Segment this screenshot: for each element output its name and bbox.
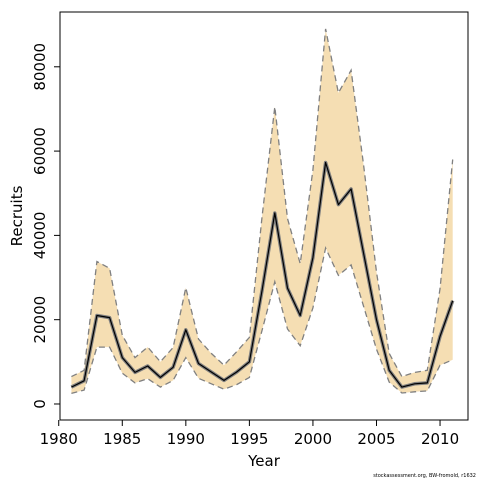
x-tick-label: 1980: [40, 430, 78, 448]
x-tick-label: 2000: [294, 430, 332, 448]
median-line: [71, 161, 454, 388]
y-tick-label: 80000: [31, 43, 49, 91]
credit-text: stockassessment.org, BW-fromold, r1632: [373, 473, 476, 479]
upper-bound-line: [71, 28, 454, 378]
x-tick-label: 1995: [230, 430, 268, 448]
y-axis: 0 20000 40000 60000 80000: [31, 43, 60, 409]
x-tick-label: 2005: [357, 430, 395, 448]
y-tick-label: 60000: [31, 127, 49, 175]
y-axis-title: Recruits: [8, 185, 26, 246]
x-axis: 1980 1985 1990 1995 2000 2005 2010: [40, 420, 459, 448]
confidence-band: [71, 28, 453, 394]
y-tick-label: 0: [31, 399, 49, 409]
y-tick-label: 40000: [31, 212, 49, 260]
x-tick-label: 1985: [103, 430, 141, 448]
y-tick-label: 20000: [31, 296, 49, 344]
x-tick-label: 1990: [167, 430, 205, 448]
plot-frame: [59, 11, 469, 421]
lower-bound-line: [71, 245, 453, 395]
x-tick-label: 2010: [421, 430, 459, 448]
x-axis-title: Year: [247, 452, 281, 470]
